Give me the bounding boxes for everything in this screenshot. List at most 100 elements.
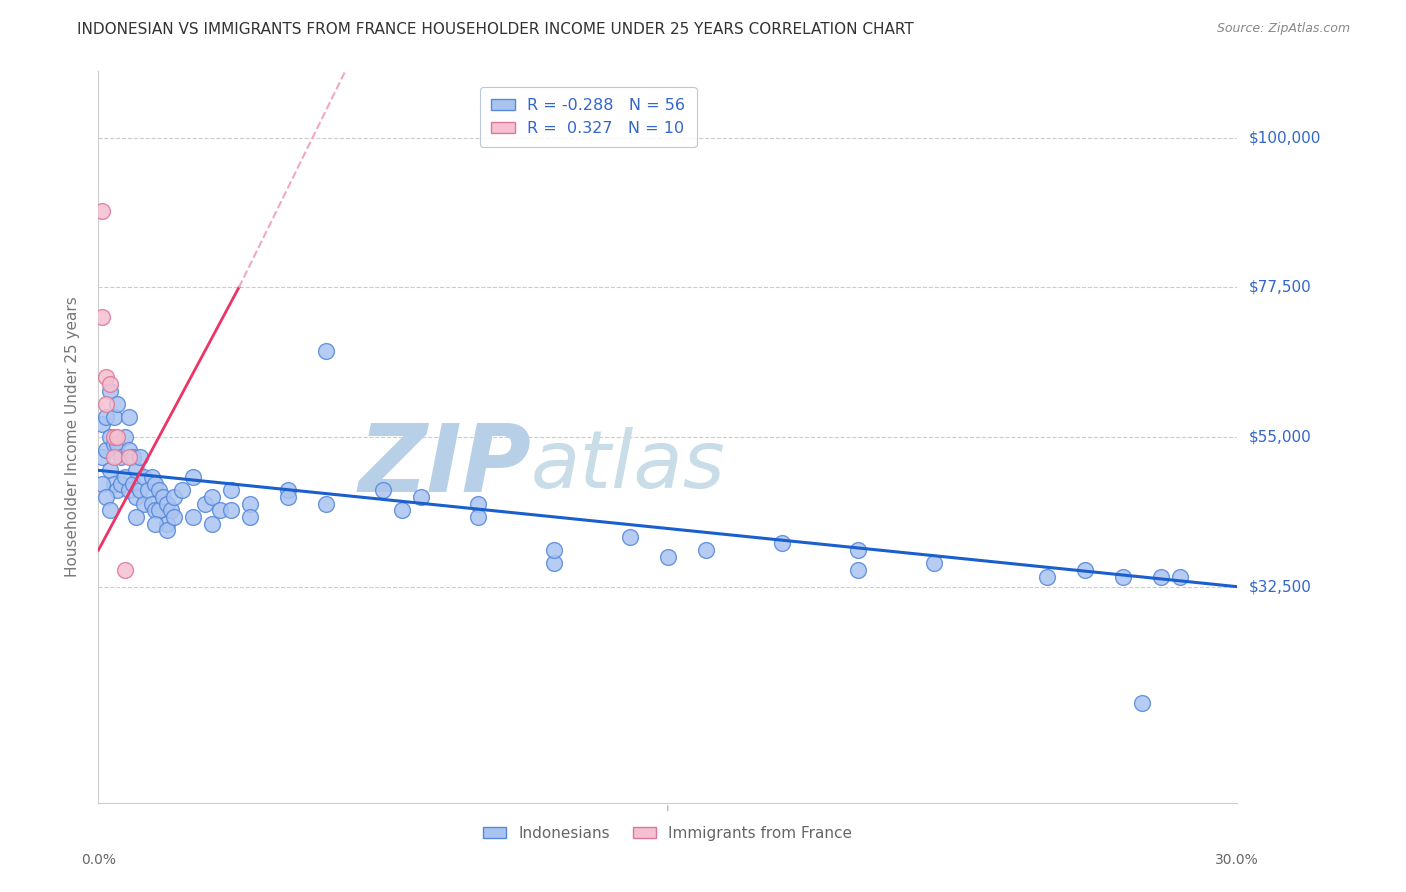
Point bbox=[91, 204, 114, 219]
Point bbox=[1112, 570, 1135, 584]
Text: INDONESIAN VS IMMIGRANTS FROM FRANCE HOUSEHOLDER INCOME UNDER 25 YEARS CORRELATI: INDONESIAN VS IMMIGRANTS FROM FRANCE HOU… bbox=[77, 22, 914, 37]
Point bbox=[846, 563, 869, 577]
Point bbox=[103, 436, 125, 450]
Point bbox=[118, 443, 141, 458]
Point bbox=[391, 503, 413, 517]
Point bbox=[121, 476, 143, 491]
Point bbox=[125, 490, 148, 504]
Point bbox=[156, 523, 179, 537]
Point bbox=[221, 503, 243, 517]
Point bbox=[619, 530, 641, 544]
Point bbox=[148, 483, 170, 498]
Legend: Indonesians, Immigrants from France: Indonesians, Immigrants from France bbox=[474, 817, 862, 850]
Point bbox=[91, 417, 114, 431]
Point bbox=[110, 450, 132, 464]
Text: $100,000: $100,000 bbox=[1249, 130, 1320, 145]
Point bbox=[145, 503, 167, 517]
Text: $77,500: $77,500 bbox=[1249, 280, 1312, 295]
Point bbox=[94, 370, 117, 384]
Point bbox=[132, 497, 155, 511]
Point bbox=[922, 557, 945, 571]
Point bbox=[846, 543, 869, 558]
Point bbox=[103, 430, 125, 444]
Point bbox=[315, 343, 337, 358]
Point bbox=[183, 470, 205, 484]
Point bbox=[91, 450, 114, 464]
Point bbox=[1150, 570, 1173, 584]
Y-axis label: Householder Income Under 25 years: Householder Income Under 25 years bbox=[65, 297, 80, 577]
Point bbox=[239, 509, 262, 524]
Text: Source: ZipAtlas.com: Source: ZipAtlas.com bbox=[1216, 22, 1350, 36]
Point bbox=[156, 516, 179, 531]
Point bbox=[118, 483, 141, 498]
Text: $55,000: $55,000 bbox=[1249, 430, 1312, 444]
Point bbox=[1132, 696, 1154, 710]
Point bbox=[163, 509, 186, 524]
Point bbox=[467, 497, 489, 511]
Point bbox=[152, 490, 174, 504]
Point bbox=[1036, 570, 1059, 584]
Point bbox=[118, 410, 141, 425]
Point bbox=[114, 563, 136, 577]
Point bbox=[129, 483, 152, 498]
Point bbox=[1074, 563, 1097, 577]
Point bbox=[141, 470, 163, 484]
Point bbox=[94, 410, 117, 425]
Point bbox=[125, 509, 148, 524]
Point bbox=[121, 450, 143, 464]
Point bbox=[183, 509, 205, 524]
Point bbox=[103, 450, 125, 464]
Point bbox=[103, 410, 125, 425]
Point bbox=[132, 470, 155, 484]
Point bbox=[94, 397, 117, 411]
Point bbox=[98, 503, 121, 517]
Point bbox=[467, 509, 489, 524]
Point bbox=[371, 483, 394, 498]
Point bbox=[118, 450, 141, 464]
Text: 0.0%: 0.0% bbox=[82, 853, 115, 867]
Point bbox=[148, 503, 170, 517]
Point bbox=[98, 376, 121, 391]
Point bbox=[125, 463, 148, 477]
Point bbox=[159, 503, 181, 517]
Point bbox=[94, 443, 117, 458]
Point bbox=[91, 310, 114, 325]
Point bbox=[103, 476, 125, 491]
Point bbox=[107, 430, 129, 444]
Point bbox=[194, 497, 217, 511]
Point bbox=[657, 549, 679, 564]
Point bbox=[239, 497, 262, 511]
Point bbox=[156, 497, 179, 511]
Point bbox=[141, 497, 163, 511]
Point bbox=[695, 543, 717, 558]
Point bbox=[277, 490, 299, 504]
Point bbox=[94, 490, 117, 504]
Point bbox=[145, 516, 167, 531]
Point bbox=[114, 470, 136, 484]
Point bbox=[221, 483, 243, 498]
Point bbox=[110, 476, 132, 491]
Point bbox=[411, 490, 433, 504]
Point bbox=[91, 476, 114, 491]
Text: 30.0%: 30.0% bbox=[1215, 853, 1260, 867]
Point bbox=[543, 543, 565, 558]
Point bbox=[98, 430, 121, 444]
Point bbox=[201, 490, 224, 504]
Point bbox=[208, 503, 231, 517]
Point bbox=[543, 557, 565, 571]
Point bbox=[98, 463, 121, 477]
Point bbox=[170, 483, 193, 498]
Point bbox=[145, 476, 167, 491]
Text: $32,500: $32,500 bbox=[1249, 579, 1312, 594]
Point bbox=[315, 497, 337, 511]
Text: ZIP: ZIP bbox=[359, 420, 531, 512]
Point bbox=[1170, 570, 1192, 584]
Point bbox=[98, 384, 121, 398]
Text: atlas: atlas bbox=[531, 427, 725, 506]
Point bbox=[107, 397, 129, 411]
Point bbox=[107, 483, 129, 498]
Point bbox=[136, 483, 159, 498]
Point bbox=[277, 483, 299, 498]
Point bbox=[163, 490, 186, 504]
Point bbox=[129, 450, 152, 464]
